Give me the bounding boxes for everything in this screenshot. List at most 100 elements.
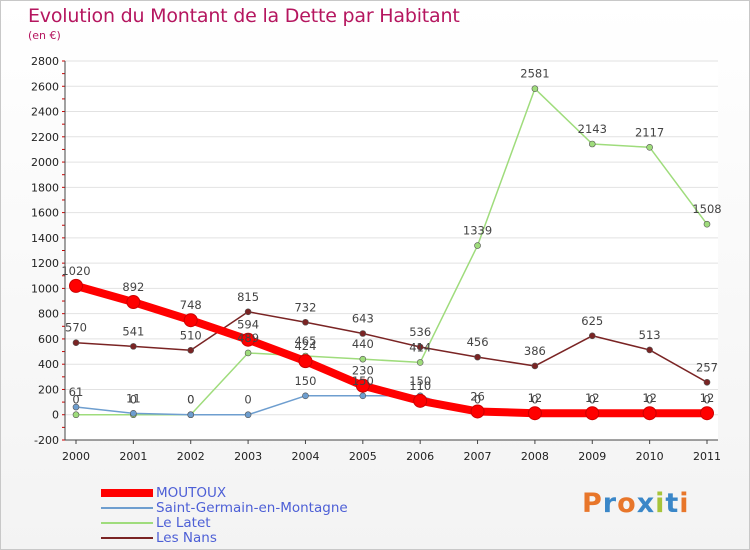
data-label: 424 bbox=[294, 339, 316, 353]
data-point bbox=[183, 313, 198, 328]
data-label: 732 bbox=[294, 300, 316, 314]
data-label: 0 bbox=[187, 393, 194, 407]
data-point bbox=[72, 339, 80, 347]
data-label: 510 bbox=[180, 328, 202, 342]
y-tick-label: 200 bbox=[38, 383, 59, 396]
data-label: 0 bbox=[187, 393, 194, 407]
plot-area bbox=[65, 61, 718, 440]
logo-letter: o bbox=[617, 488, 637, 519]
data-point bbox=[72, 411, 80, 419]
x-tick-label: 2006 bbox=[406, 450, 434, 463]
legend-label: Saint-Germain-en-Montagne bbox=[156, 500, 348, 516]
series-line bbox=[72, 281, 711, 418]
legend-swatch bbox=[101, 522, 153, 524]
data-label: 0 bbox=[531, 393, 538, 407]
data-point bbox=[646, 143, 653, 151]
logo-letter: i bbox=[679, 488, 690, 519]
legend-swatch bbox=[101, 537, 153, 539]
data-label: 0 bbox=[244, 393, 251, 407]
data-point bbox=[703, 378, 711, 386]
data-point bbox=[646, 346, 653, 354]
data-point bbox=[359, 392, 367, 400]
data-label: 0 bbox=[646, 393, 653, 407]
data-point bbox=[69, 278, 83, 293]
data-point bbox=[359, 355, 367, 363]
data-label: 12 bbox=[642, 391, 657, 405]
data-point bbox=[416, 359, 424, 366]
data-point bbox=[244, 411, 252, 419]
data-point bbox=[72, 403, 80, 411]
logo-letter: t bbox=[665, 488, 680, 519]
y-tick-label: 2200 bbox=[31, 131, 59, 144]
data-label: 456 bbox=[467, 335, 489, 349]
y-tick-label: 1800 bbox=[31, 181, 59, 194]
data-label: 1508 bbox=[692, 202, 721, 216]
data-point bbox=[703, 220, 711, 228]
y-tick-label: 2800 bbox=[31, 55, 59, 68]
data-label: 489 bbox=[237, 331, 259, 345]
logo-letter: r bbox=[602, 488, 618, 519]
legend-item: MOUTOUX bbox=[101, 485, 226, 501]
data-label: 513 bbox=[639, 328, 661, 342]
data-label: 1020 bbox=[61, 264, 90, 278]
x-tick-label: 2000 bbox=[62, 450, 90, 463]
legend-item: Le Latet bbox=[101, 515, 211, 531]
data-point bbox=[126, 295, 141, 310]
legend-label: Les Nans bbox=[156, 530, 217, 546]
y-tick-label: 2600 bbox=[31, 80, 59, 93]
logo-letter: x bbox=[636, 488, 656, 519]
x-tick-label: 2002 bbox=[177, 450, 205, 463]
data-label: 594 bbox=[237, 318, 259, 332]
data-label: 2117 bbox=[635, 125, 664, 139]
y-tick-label: 600 bbox=[38, 333, 59, 346]
data-point bbox=[416, 343, 424, 351]
data-label: 0 bbox=[589, 393, 596, 407]
data-point bbox=[588, 332, 596, 340]
y-tick-label: 400 bbox=[38, 358, 59, 371]
data-point bbox=[531, 85, 539, 92]
data-label: 12 bbox=[585, 391, 600, 405]
x-tick-label: 2003 bbox=[234, 450, 262, 463]
data-label: 61 bbox=[69, 385, 84, 399]
data-point bbox=[355, 378, 370, 393]
data-label: 643 bbox=[352, 312, 374, 326]
data-point bbox=[130, 343, 137, 350]
data-label: 0 bbox=[703, 393, 710, 407]
data-label: 150 bbox=[294, 374, 316, 388]
data-label: 257 bbox=[696, 360, 718, 374]
x-tick-label: 2001 bbox=[119, 450, 147, 463]
data-label: 0 bbox=[474, 393, 481, 407]
x-tick-label: 2011 bbox=[693, 450, 721, 463]
data-label: 1339 bbox=[463, 224, 492, 238]
legend-swatch bbox=[101, 507, 153, 509]
data-label: 150 bbox=[352, 374, 374, 388]
chart-title: Evolution du Montant de la Dette par Hab… bbox=[28, 5, 460, 27]
legend-label: MOUTOUX bbox=[156, 485, 227, 501]
data-point bbox=[241, 332, 256, 347]
data-label: 230 bbox=[352, 364, 374, 378]
data-point bbox=[302, 392, 309, 400]
legend-item: Les Nans bbox=[101, 530, 217, 546]
legend-label: Le Latet bbox=[156, 515, 211, 531]
y-tick-label: 1400 bbox=[31, 232, 59, 245]
data-point bbox=[413, 393, 428, 408]
data-point bbox=[474, 353, 481, 361]
y-tick-label: 2400 bbox=[31, 106, 59, 119]
y-tick-label: 0 bbox=[52, 409, 59, 422]
x-tick-label: 2010 bbox=[636, 450, 664, 463]
data-point bbox=[642, 406, 657, 421]
data-label: 541 bbox=[122, 324, 144, 338]
data-point bbox=[359, 330, 367, 337]
series-line bbox=[75, 311, 708, 384]
data-label: 12 bbox=[700, 391, 715, 405]
data-point bbox=[187, 347, 195, 354]
data-point bbox=[244, 308, 252, 316]
data-label: 11 bbox=[126, 391, 141, 405]
logo-letter: i bbox=[655, 488, 666, 519]
legend-item: Saint-Germain-en-Montagne bbox=[101, 500, 348, 516]
data-label: 625 bbox=[581, 314, 603, 328]
proxiti-logo: Proxiti bbox=[582, 488, 690, 519]
y-tick-label: -200 bbox=[34, 434, 59, 447]
